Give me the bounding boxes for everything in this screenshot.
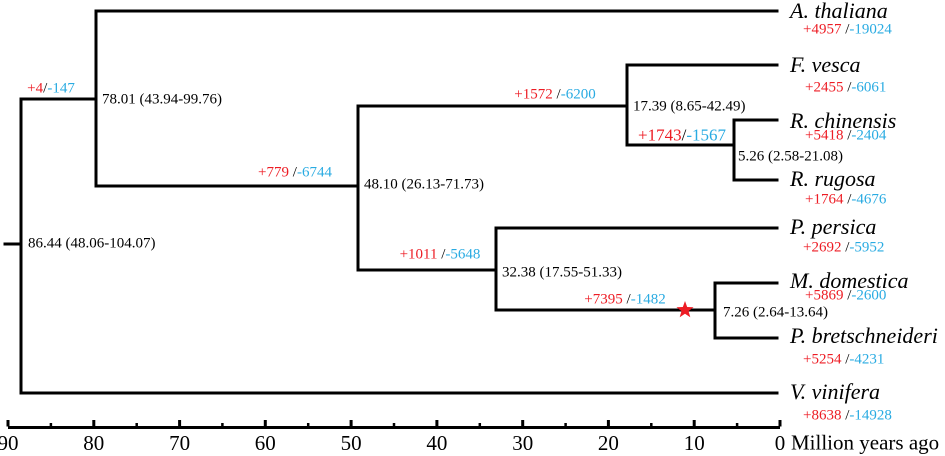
gain-count: +2692 xyxy=(803,239,842,256)
axis-tick-90: 90 xyxy=(0,431,19,455)
loss-count: -19024 xyxy=(849,21,892,38)
separator: / xyxy=(841,21,850,38)
gene-counts-m-domestica: +5869 /-2600 xyxy=(805,287,887,304)
species-label-r-chinensis: R. chinensis xyxy=(790,108,897,133)
separator: / xyxy=(843,191,852,208)
gene-counts-f-vesca: +2455 /-6061 xyxy=(805,79,887,96)
gain-count: +779 xyxy=(258,164,290,181)
separator: / xyxy=(552,86,561,103)
loss-count: -147 xyxy=(47,80,75,97)
gain-count: +1011 xyxy=(399,246,438,263)
species-label-m-domestica: M. domestica xyxy=(790,268,909,293)
gain-count: +2455 xyxy=(805,79,844,96)
branch-counts-48-32: +1011 /-5648 xyxy=(399,246,481,263)
loss-count: -4231 xyxy=(849,351,885,368)
species-label-f-vesca: F. vesca xyxy=(790,52,861,77)
loss-count: -14928 xyxy=(849,407,892,424)
species-label-p-bretschneideri: P. bretschneideri xyxy=(790,323,938,348)
axis-tick-10: 10 xyxy=(683,431,705,455)
loss-count: -1567 xyxy=(686,125,726,145)
loss-count: -2404 xyxy=(851,127,887,144)
axis-tick-0: 0 xyxy=(774,431,786,455)
gain-count: +4957 xyxy=(803,21,842,38)
branch-counts-32-7: +7395 /-1482 xyxy=(584,291,666,308)
species-label-p-persica: P. persica xyxy=(790,214,877,239)
node-age-78: 78.01 (43.94-99.76) xyxy=(102,91,222,108)
gain-count: +8638 xyxy=(803,407,842,424)
axis-tick-60: 60 xyxy=(254,431,276,455)
branch-counts-48-17: +1572 /-6200 xyxy=(514,86,596,103)
axis-tick-80: 80 xyxy=(83,431,105,455)
gene-counts-r-chinensis: +5418 /-2404 xyxy=(805,127,887,144)
loss-count: -5952 xyxy=(849,239,885,256)
gene-counts-v-vinifera: +8638 /-14928 xyxy=(803,407,892,424)
gain-count: +1572 xyxy=(514,86,553,103)
species-label-a-thaliana: A. thaliana xyxy=(790,0,888,23)
species-label-v-vinifera: V. vinifera xyxy=(790,379,881,404)
node-age-32: 32.38 (17.55-51.33) xyxy=(502,264,622,281)
gain-count: +5418 xyxy=(805,127,844,144)
axis-tick-30: 30 xyxy=(512,431,534,455)
axis-tick-70: 70 xyxy=(169,431,191,455)
gene-counts-p-persica: +2692 /-5952 xyxy=(803,239,885,256)
branch-counts-17-5: +1743/-1567 xyxy=(638,127,726,144)
axis-tick-40: 40 xyxy=(426,431,448,455)
gain-count: +1743 xyxy=(638,125,682,145)
gene-counts-a-thaliana: +4957 /-19024 xyxy=(803,21,892,38)
node-age-root: 86.44 (48.06-104.07) xyxy=(28,235,156,252)
gain-count: +5254 xyxy=(803,351,842,368)
separator: / xyxy=(681,125,687,145)
loss-count: -6061 xyxy=(851,79,887,96)
gene-counts-r-rugosa: +1764 /-4676 xyxy=(805,191,887,208)
separator: / xyxy=(437,246,446,263)
star-icon xyxy=(676,301,694,318)
gene-counts-p-bretschneideri: +5254 /-4231 xyxy=(803,351,885,368)
branch-counts-78-48: +779 /-6744 xyxy=(258,164,332,181)
gain-count: +4 xyxy=(27,80,44,97)
separator: / xyxy=(843,127,852,144)
node-age-48: 48.10 (26.13-71.73) xyxy=(364,176,484,193)
loss-count: -6744 xyxy=(296,164,332,181)
separator: / xyxy=(841,407,850,424)
node-age-17: 17.39 (8.65-42.49) xyxy=(633,98,746,115)
separator: / xyxy=(622,291,631,308)
loss-count: -5648 xyxy=(445,246,481,263)
separator: / xyxy=(841,351,850,368)
gain-count: +7395 xyxy=(584,291,623,308)
loss-count: -1482 xyxy=(630,291,666,308)
separator: / xyxy=(843,287,852,304)
separator: / xyxy=(843,79,852,96)
separator: / xyxy=(841,239,850,256)
axis-tick-50: 50 xyxy=(340,431,362,455)
loss-count: -2600 xyxy=(851,287,887,304)
separator: / xyxy=(289,164,297,181)
gain-count: +5869 xyxy=(805,287,844,304)
separator: / xyxy=(43,80,48,97)
node-age-7: 7.26 (2.64-13.64) xyxy=(723,304,828,321)
axis-title: Million years ago xyxy=(791,430,940,455)
branch-counts-root-78: +4/-147 xyxy=(27,80,75,97)
loss-count: -6200 xyxy=(560,86,596,103)
gain-count: +1764 xyxy=(805,191,844,208)
axis-tick-20: 20 xyxy=(597,431,619,455)
node-age-5: 5.26 (2.58-21.08) xyxy=(738,148,843,165)
loss-count: -4676 xyxy=(851,191,887,208)
species-label-r-rugosa: R. rugosa xyxy=(790,166,876,191)
